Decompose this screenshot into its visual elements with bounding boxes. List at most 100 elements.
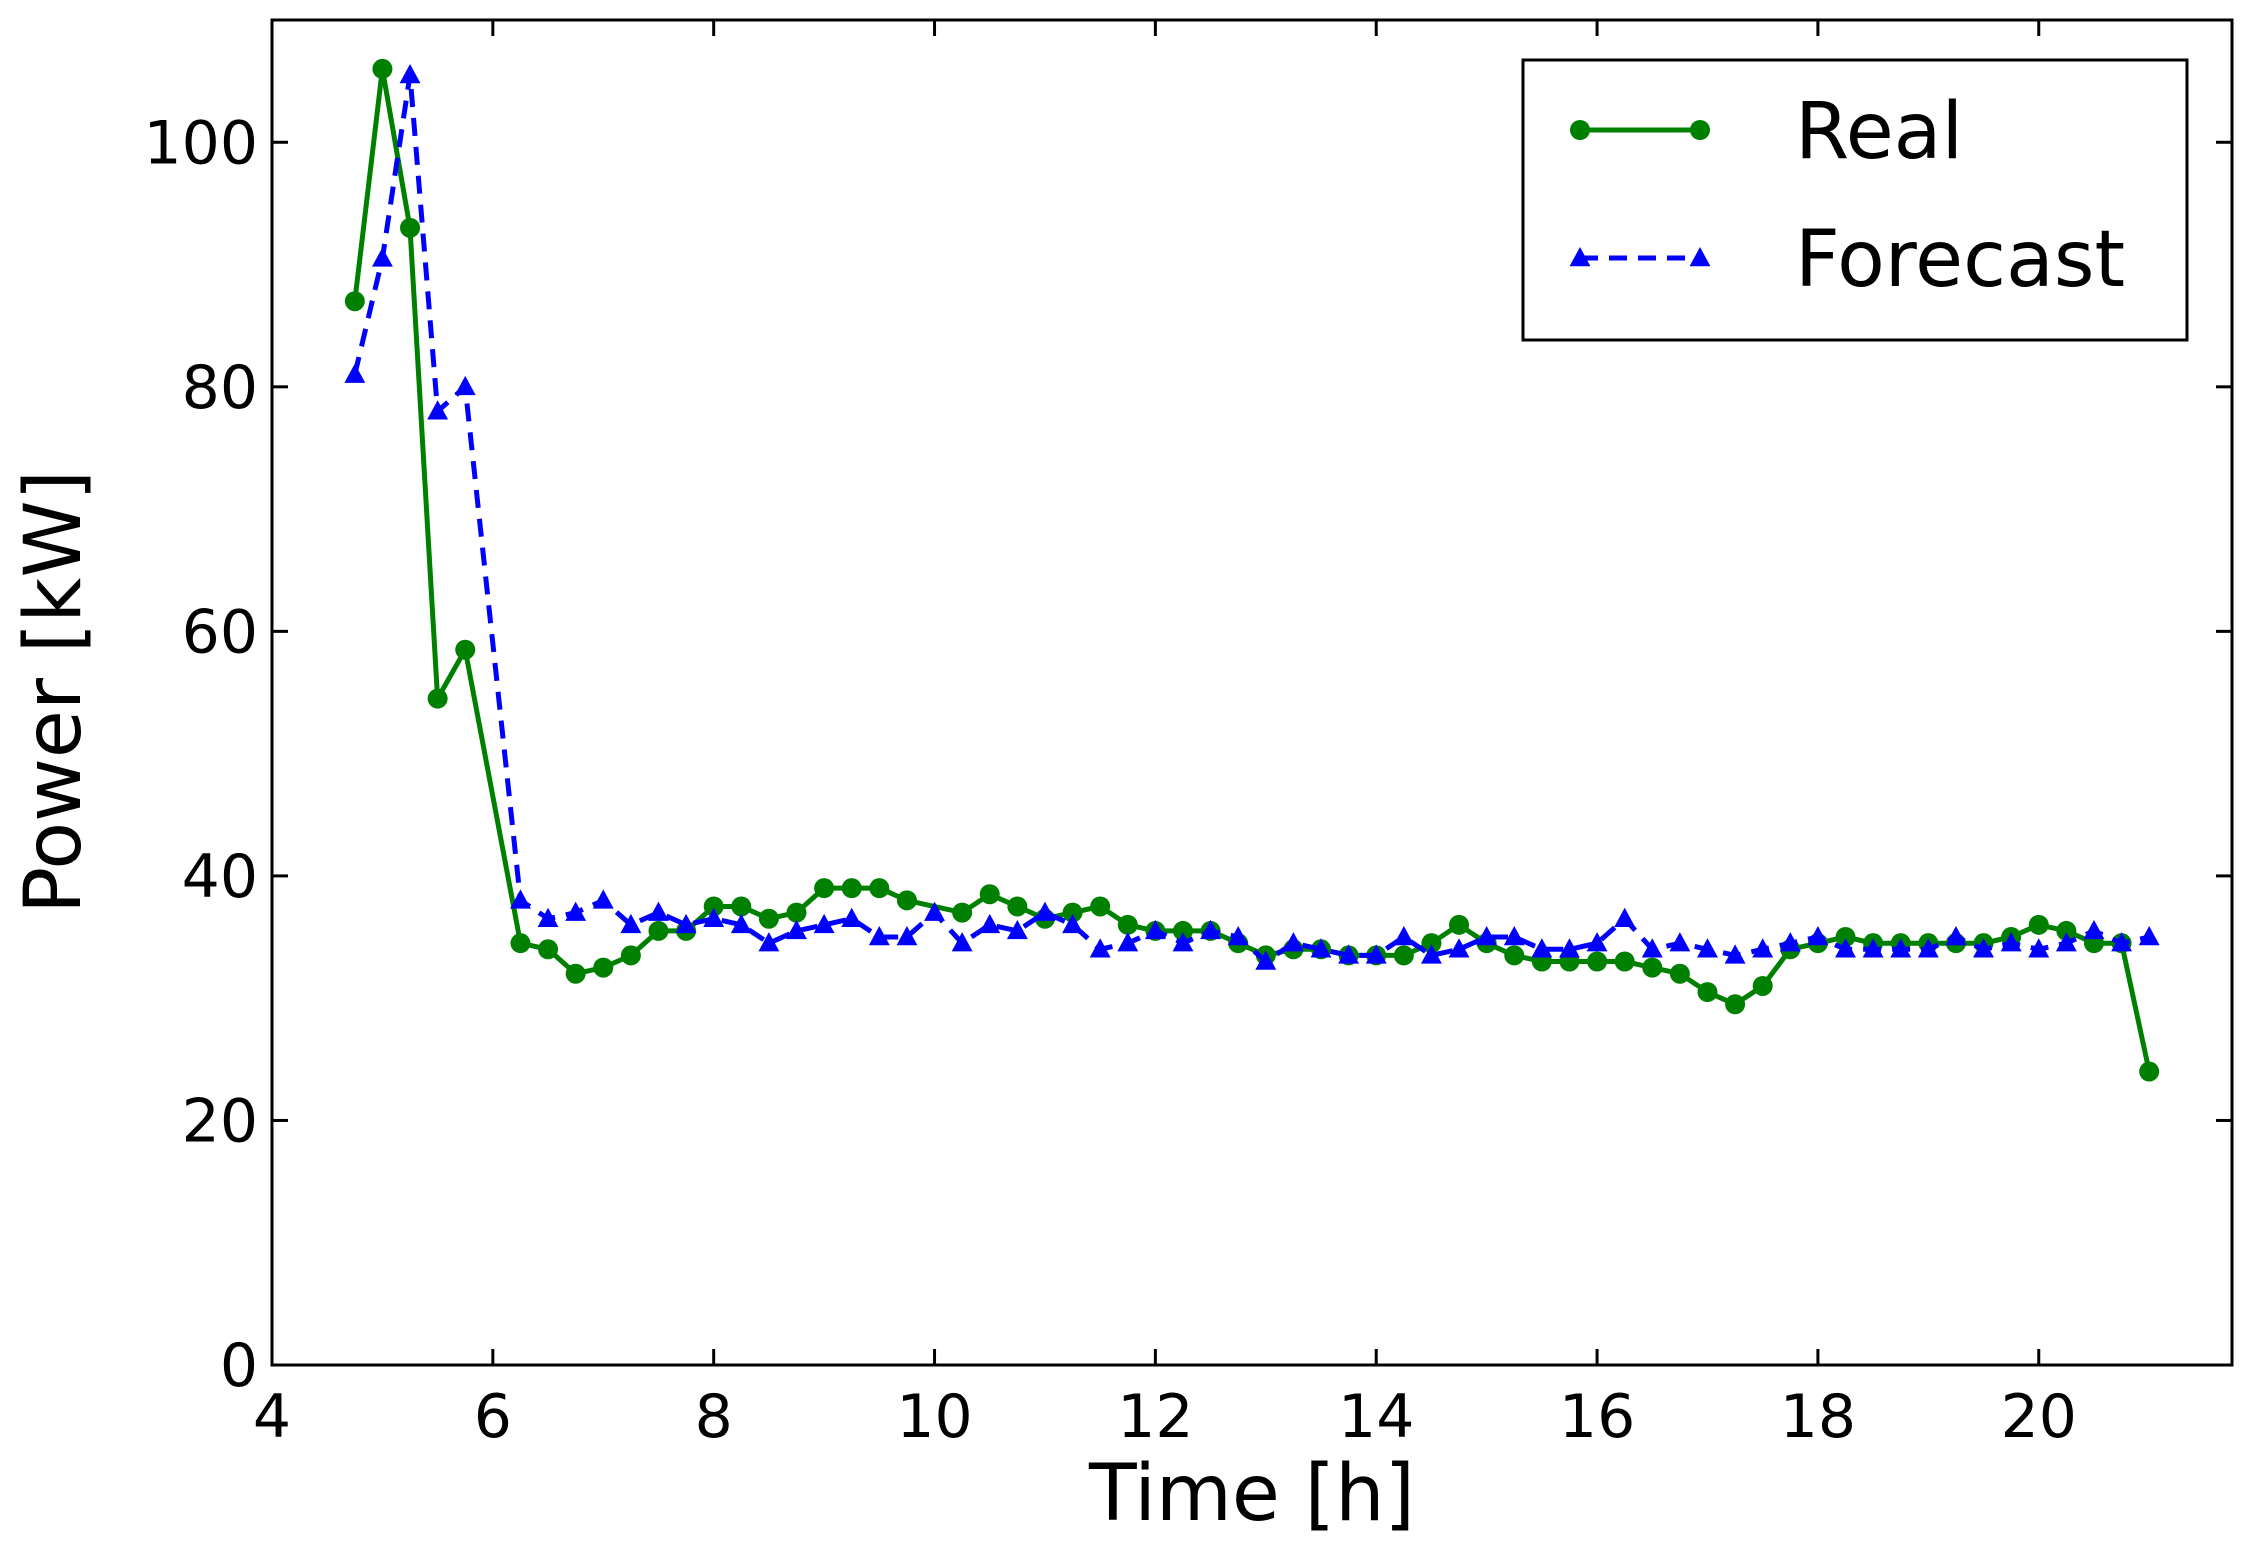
legend-frame <box>1521 58 2189 342</box>
data-point-real <box>1117 914 1138 935</box>
data-point-real <box>2056 920 2077 941</box>
data-point-forecast <box>510 889 531 909</box>
data-point-forecast <box>730 913 752 934</box>
data-point-real <box>1007 896 1028 917</box>
data-point-forecast <box>344 363 366 383</box>
data-point-forecast <box>1890 938 1912 958</box>
y-tick-label: 20 <box>182 1086 258 1156</box>
data-point-forecast <box>1835 938 1856 958</box>
data-point-real <box>1614 951 1635 972</box>
y-tick-label: 60 <box>182 597 258 667</box>
data-point-real <box>344 291 365 312</box>
data-point-forecast <box>1752 938 1774 958</box>
data-point-forecast <box>1282 932 1304 952</box>
data-point-forecast <box>951 932 973 952</box>
data-point-forecast <box>1089 938 1111 958</box>
data-point-real <box>1090 896 1111 917</box>
data-point-real <box>455 639 476 660</box>
data-point-real <box>372 58 393 79</box>
data-point-forecast <box>896 926 918 946</box>
data-point-forecast <box>620 913 642 934</box>
data-point-forecast <box>537 907 559 927</box>
legend-label-real: Real <box>1795 87 1963 177</box>
data-point-real <box>1669 963 1690 984</box>
data-point-forecast <box>565 901 587 921</box>
x-tick-label: 6 <box>474 1382 512 1452</box>
data-point-real <box>400 217 421 238</box>
legend-marker-real <box>1690 120 1710 140</box>
data-point-real <box>1642 957 1663 978</box>
data-point-forecast <box>2083 919 2105 940</box>
data-point-real <box>1449 914 1470 935</box>
data-point-forecast <box>1724 944 1746 964</box>
data-point-forecast <box>868 926 890 946</box>
x-tick-label: 14 <box>1338 1382 1414 1452</box>
data-point-forecast <box>1006 919 1028 940</box>
legend-label-forecast: Forecast <box>1795 215 2125 305</box>
plot-frame <box>270 18 2234 1367</box>
legend-marker-forecast <box>1569 247 1591 267</box>
data-point-forecast <box>2028 938 2050 958</box>
data-point-forecast <box>592 889 614 909</box>
data-point-forecast <box>1393 926 1415 946</box>
data-point-forecast <box>1614 907 1636 927</box>
data-point-forecast <box>1917 938 1939 958</box>
data-point-forecast <box>1172 932 1194 952</box>
data-point-real <box>1752 975 1773 996</box>
data-point-real <box>1697 982 1718 1003</box>
data-point-forecast <box>1310 938 1332 958</box>
x-tick-label: 8 <box>695 1382 733 1452</box>
series-layer <box>344 58 2160 1082</box>
data-point-real <box>1504 945 1525 966</box>
data-point-real <box>703 896 724 917</box>
data-point-forecast <box>1034 901 1056 921</box>
data-point-real <box>593 957 614 978</box>
data-point-real <box>814 878 835 899</box>
data-point-forecast <box>924 901 945 921</box>
legend-marker-real <box>1570 120 1590 140</box>
data-point-forecast <box>399 64 421 84</box>
data-point-forecast <box>2055 932 2077 952</box>
data-point-forecast <box>1669 932 1691 952</box>
y-tick-label: 80 <box>182 353 258 423</box>
data-point-forecast <box>648 901 669 921</box>
x-tick-label: 10 <box>896 1382 972 1452</box>
data-point-forecast <box>2138 926 2160 946</box>
data-point-forecast <box>979 913 1001 934</box>
data-point-forecast <box>813 913 835 934</box>
data-point-real <box>869 878 890 899</box>
data-point-forecast <box>1779 932 1801 952</box>
x-tick-label: 16 <box>1559 1382 1635 1452</box>
data-point-forecast <box>1586 932 1608 952</box>
legend-marker-forecast <box>1689 247 1711 267</box>
data-point-forecast <box>1531 938 1553 958</box>
data-point-real <box>841 878 862 899</box>
data-point-forecast <box>1420 944 1442 964</box>
legend-items: Real Forecast <box>1569 87 2125 305</box>
data-point-forecast <box>758 932 780 952</box>
data-point-real <box>648 920 669 941</box>
y-tick-label: 40 <box>182 842 258 912</box>
data-point-real <box>896 890 917 911</box>
data-point-forecast <box>1697 938 1718 958</box>
data-point-forecast <box>1862 938 1884 958</box>
data-point-real <box>565 963 586 984</box>
data-point-forecast <box>1117 932 1139 952</box>
data-point-forecast <box>675 913 697 934</box>
x-tick-label: 4 <box>253 1382 291 1452</box>
data-point-real <box>786 902 807 923</box>
data-point-forecast <box>786 919 807 940</box>
data-point-real <box>758 908 779 929</box>
data-point-forecast <box>1255 950 1277 970</box>
data-point-real <box>1172 920 1193 941</box>
data-point-real <box>538 939 559 960</box>
data-point-forecast <box>1062 913 1084 934</box>
y-axis-label: Power [kW] <box>9 470 99 914</box>
data-point-forecast <box>427 400 449 420</box>
data-point-real <box>1725 994 1746 1015</box>
data-point-real <box>1421 933 1442 954</box>
data-point-real <box>979 884 1000 905</box>
data-point-forecast <box>2000 932 2022 952</box>
data-point-forecast <box>1641 938 1663 958</box>
data-point-real <box>510 933 531 954</box>
